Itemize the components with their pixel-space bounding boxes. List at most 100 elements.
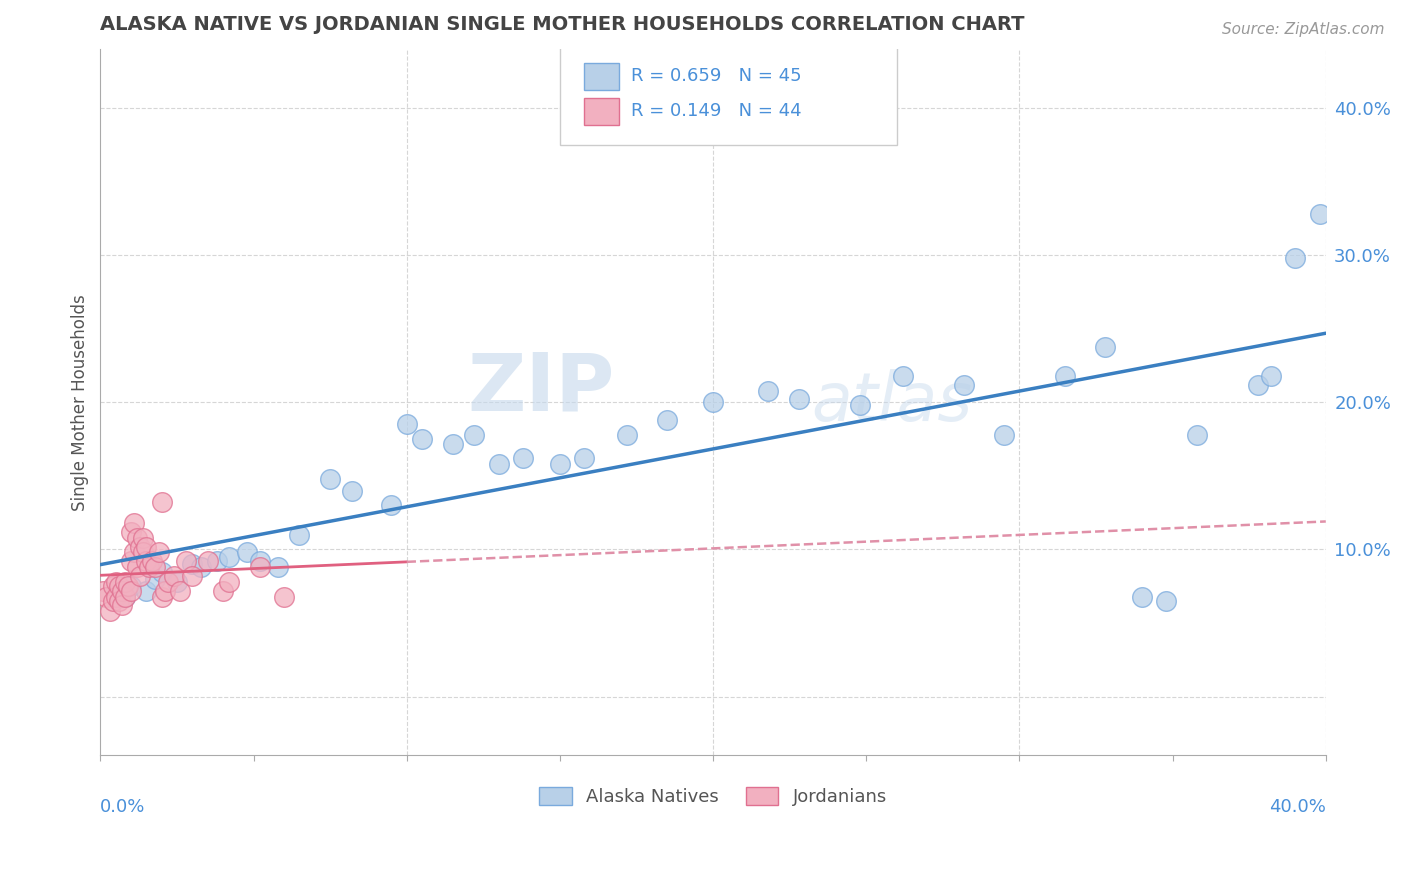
Point <box>153 583 176 598</box>
Point <box>993 427 1015 442</box>
Text: R = 0.149   N = 44: R = 0.149 N = 44 <box>631 102 801 120</box>
Point <box>141 554 163 568</box>
Point <box>135 583 157 598</box>
Point <box>340 483 363 498</box>
Text: ALASKA NATIVE VS JORDANIAN SINGLE MOTHER HOUSEHOLDS CORRELATION CHART: ALASKA NATIVE VS JORDANIAN SINGLE MOTHER… <box>100 15 1025 34</box>
Point <box>127 531 149 545</box>
Point <box>114 574 136 589</box>
Point <box>150 565 173 579</box>
Point <box>1309 207 1331 221</box>
Point <box>129 569 152 583</box>
Point <box>96 590 118 604</box>
Point <box>787 392 810 407</box>
Point <box>1130 590 1153 604</box>
Point <box>548 457 571 471</box>
Point <box>441 436 464 450</box>
Point <box>249 560 271 574</box>
Point <box>512 451 534 466</box>
Point <box>205 554 228 568</box>
Point <box>101 594 124 608</box>
Point <box>1094 339 1116 353</box>
Point <box>181 569 204 583</box>
Text: 0.0%: 0.0% <box>100 797 146 815</box>
Point <box>111 583 134 598</box>
Point <box>114 590 136 604</box>
Point <box>145 572 167 586</box>
Point <box>166 574 188 589</box>
Point <box>756 384 779 398</box>
Point <box>163 569 186 583</box>
Point <box>127 560 149 574</box>
Point <box>120 524 142 539</box>
Point <box>395 417 418 432</box>
Point <box>1054 368 1077 383</box>
Point <box>120 579 142 593</box>
Point <box>138 560 160 574</box>
Point <box>1156 594 1178 608</box>
Point <box>953 377 976 392</box>
Point <box>156 574 179 589</box>
Point <box>1361 289 1384 303</box>
Point <box>849 398 872 412</box>
Point <box>181 557 204 571</box>
Point <box>174 554 197 568</box>
Point <box>463 427 485 442</box>
Text: R = 0.659   N = 45: R = 0.659 N = 45 <box>631 67 801 85</box>
Point <box>135 540 157 554</box>
Point <box>122 545 145 559</box>
Point <box>169 583 191 598</box>
Point <box>411 432 433 446</box>
Point <box>135 554 157 568</box>
Point <box>120 554 142 568</box>
Point <box>319 472 342 486</box>
Point <box>111 599 134 613</box>
Point <box>267 560 290 574</box>
FancyBboxPatch shape <box>560 47 897 145</box>
Point <box>249 554 271 568</box>
Point <box>1247 377 1270 392</box>
Point <box>117 579 139 593</box>
Point <box>93 583 115 598</box>
Bar <box>585 98 619 125</box>
Point <box>107 579 129 593</box>
Point <box>218 549 240 564</box>
Y-axis label: Single Mother Households: Single Mother Households <box>72 294 89 511</box>
Text: 40.0%: 40.0% <box>1270 797 1326 815</box>
Point <box>288 528 311 542</box>
Point <box>129 540 152 554</box>
Point <box>380 499 402 513</box>
Point <box>488 457 510 471</box>
Point <box>1284 252 1306 266</box>
Point <box>104 590 127 604</box>
Text: ZIP: ZIP <box>468 350 614 427</box>
Point <box>150 590 173 604</box>
Point <box>114 590 136 604</box>
Point <box>190 560 212 574</box>
Point <box>122 516 145 530</box>
Point <box>101 579 124 593</box>
Point <box>104 583 127 598</box>
Text: Source: ZipAtlas.com: Source: ZipAtlas.com <box>1222 22 1385 37</box>
Text: atlas: atlas <box>811 369 972 435</box>
Point <box>197 554 219 568</box>
Bar <box>585 62 619 90</box>
Point <box>273 590 295 604</box>
Point <box>132 545 155 559</box>
Point <box>98 604 121 618</box>
Point <box>891 368 914 383</box>
Point <box>236 545 259 559</box>
Point <box>145 560 167 574</box>
Point <box>702 395 724 409</box>
Point <box>132 531 155 545</box>
Point <box>150 495 173 509</box>
Point <box>104 574 127 589</box>
Point <box>616 427 638 442</box>
Point <box>1400 236 1406 251</box>
Point <box>655 413 678 427</box>
Point <box>107 594 129 608</box>
Point <box>148 545 170 559</box>
Point <box>218 574 240 589</box>
Point <box>1260 368 1282 383</box>
Point <box>120 583 142 598</box>
Point <box>1185 427 1208 442</box>
